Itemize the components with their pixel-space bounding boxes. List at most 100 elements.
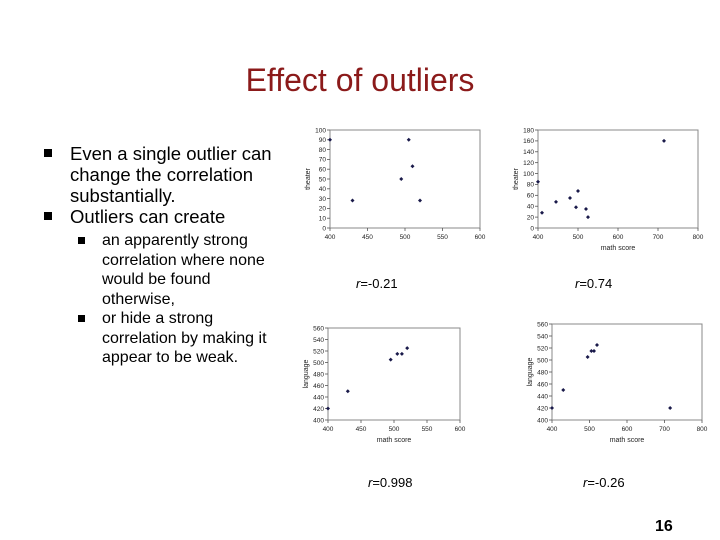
y-tick-label: 480 xyxy=(537,369,548,376)
y-tick-label: 60 xyxy=(527,193,535,200)
x-tick-label: 400 xyxy=(323,426,334,433)
x-tick-label: 400 xyxy=(547,426,558,433)
sub-bullet-item: an apparently strong correlation where n… xyxy=(78,231,274,309)
y-tick-label: 460 xyxy=(313,383,324,390)
x-tick-label: 600 xyxy=(475,234,486,241)
x-tick-label: 500 xyxy=(400,234,411,241)
x-tick-label: 700 xyxy=(653,234,664,241)
x-tick-label: 800 xyxy=(697,426,708,433)
y-tick-label: 460 xyxy=(537,381,548,388)
data-point xyxy=(406,137,411,142)
square-bullet-icon xyxy=(44,149,52,157)
data-point xyxy=(399,177,404,181)
plot-area xyxy=(327,327,461,421)
r-value-label: r=0.998 xyxy=(368,475,412,490)
y-tick-label: 520 xyxy=(537,345,548,352)
data-point xyxy=(592,349,596,353)
y-tick-label: 440 xyxy=(537,393,548,400)
y-tick-label: 30 xyxy=(319,196,327,203)
x-tick-label: 550 xyxy=(437,234,448,241)
x-axis-label: math score xyxy=(610,437,645,444)
data-point xyxy=(350,198,355,203)
scatter-chart-bottom-left: 400 450 500 550 600 400 420 440 460 480 500 520 540 5… xyxy=(303,325,466,444)
r-symbol: r xyxy=(356,276,361,291)
x-tick-label: 400 xyxy=(533,234,544,241)
r-symbol: r xyxy=(575,276,580,291)
y-tick-label: 60 xyxy=(319,167,327,174)
data-point xyxy=(540,210,544,215)
data-point xyxy=(536,179,540,184)
data-point xyxy=(561,388,566,392)
y-axis-label: theater xyxy=(513,167,520,189)
x-tick-label: 550 xyxy=(422,426,433,433)
x-tick-label: 450 xyxy=(356,426,367,433)
y-tick-label: 120 xyxy=(523,160,534,167)
y-tick-label: 90 xyxy=(319,137,327,144)
y-tick-label: 540 xyxy=(537,333,548,340)
y-tick-label: 100 xyxy=(523,171,534,178)
y-axis-label: language xyxy=(527,357,534,386)
y-tick-label: 500 xyxy=(537,357,548,364)
x-axis-label: math score xyxy=(601,245,636,252)
y-tick-label: 0 xyxy=(530,225,534,232)
data-point xyxy=(418,198,422,203)
data-point xyxy=(568,196,572,201)
x-tick-label: 800 xyxy=(693,234,704,241)
data-point xyxy=(574,205,578,210)
small-square-bullet-icon xyxy=(78,237,85,244)
r-symbol: r xyxy=(583,475,588,490)
y-tick-label: 160 xyxy=(523,138,534,145)
x-tick-label: 500 xyxy=(389,426,400,433)
x-tick-label: 700 xyxy=(659,426,670,433)
scatter-chart-bottom-right: 400 500 600 700 800 400 420 440 460 480 500 520 540 5… xyxy=(527,321,708,444)
plot-area xyxy=(537,129,699,229)
y-tick-label: 40 xyxy=(527,204,535,211)
data-point xyxy=(395,351,400,356)
data-point xyxy=(326,406,330,411)
r-value: =0.74 xyxy=(579,276,613,291)
y-tick-label: 540 xyxy=(313,337,324,344)
y-tick-label: 70 xyxy=(319,157,327,164)
bullet-text: Even a single outlier can change the cor… xyxy=(70,143,272,206)
data-point xyxy=(328,137,332,142)
x-tick-label: 600 xyxy=(622,426,633,433)
y-tick-label: 420 xyxy=(537,405,548,412)
y-tick-label: 560 xyxy=(537,321,548,328)
r-value-label: r=0.74 xyxy=(575,276,612,291)
y-tick-label: 100 xyxy=(315,127,326,134)
data-point xyxy=(586,215,590,220)
y-tick-label: 520 xyxy=(313,348,324,355)
y-tick-label: 140 xyxy=(523,149,534,156)
x-tick-label: 400 xyxy=(325,234,336,241)
slide-title: Effect of outliers xyxy=(245,62,475,98)
y-tick-label: 80 xyxy=(319,147,327,154)
r-symbol: r xyxy=(368,475,373,490)
square-bullet-icon xyxy=(44,212,52,220)
data-point xyxy=(668,406,673,410)
data-point xyxy=(410,164,415,169)
scatter-chart-top-left: 400 450 500 550 600 0 10 20 30 40 50 60 70 80 90 100 the… xyxy=(305,127,486,241)
r-value-label: r=-0.21 xyxy=(356,276,398,291)
small-square-bullet-icon xyxy=(78,315,85,322)
page-number: 16 xyxy=(655,518,673,535)
x-tick-label: 600 xyxy=(613,234,624,241)
r-value-label: r=-0.26 xyxy=(583,475,625,490)
data-point xyxy=(584,206,588,211)
y-axis-label: language xyxy=(303,359,310,388)
y-tick-label: 420 xyxy=(313,406,324,413)
bullet-list: Even a single outlier can change the cor… xyxy=(44,143,274,368)
y-tick-label: 400 xyxy=(313,417,324,424)
data-point xyxy=(399,351,404,356)
data-point xyxy=(576,188,580,193)
data-point xyxy=(595,343,599,347)
data-point xyxy=(405,346,410,351)
sub-bullet-text: or hide a strong correlation by making i… xyxy=(102,310,267,366)
bullet-item: Outliers can create xyxy=(44,206,274,227)
y-tick-label: 180 xyxy=(523,127,534,134)
x-axis-label: math score xyxy=(377,437,412,444)
plot-area xyxy=(329,129,481,229)
y-tick-label: 10 xyxy=(319,216,327,223)
y-tick-label: 500 xyxy=(313,360,324,367)
y-tick-label: 40 xyxy=(319,186,327,193)
sub-bullet-text: an apparently strong correlation where n… xyxy=(102,232,265,308)
